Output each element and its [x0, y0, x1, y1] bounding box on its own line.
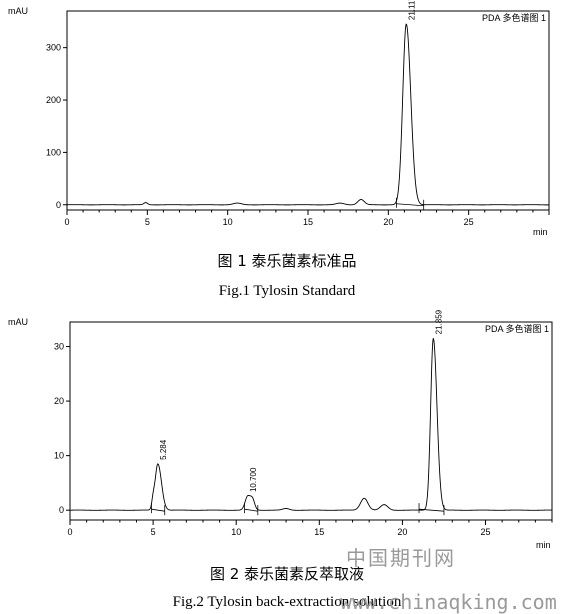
integration-baseline — [244, 508, 258, 512]
integration-baseline — [419, 508, 444, 512]
y-tick-label: 200 — [46, 95, 61, 105]
y-axis-label: mAU — [8, 6, 28, 16]
x-axis-label: min — [533, 227, 548, 237]
y-tick-label: 300 — [46, 43, 61, 53]
integration-baseline — [151, 508, 165, 512]
chart-2: 0 10 20 30 0 5 10 15 20 25 mAU min PDA 多色谱图 1 5.284 10… — [8, 309, 553, 550]
figure-1-caption-en: Fig.1 Tylosin Standard — [218, 283, 356, 299]
x-tick-label: 5 — [151, 527, 156, 537]
y-tick-label: 30 — [54, 342, 64, 352]
x-tick-label: 0 — [67, 527, 72, 537]
plot-frame — [69, 321, 553, 521]
x-tick-label: 20 — [397, 527, 407, 537]
x-tick-label: 20 — [383, 217, 393, 227]
watermark-url: www.chinaqking.com — [340, 590, 557, 614]
x-tick-label: 25 — [481, 527, 491, 537]
y-tick-label: 10 — [54, 451, 64, 461]
figure-2-caption-en: Fig.2 Tylosin back-extraction solution — [172, 594, 402, 610]
x-tick-label: 5 — [145, 217, 150, 227]
plot-frame — [66, 10, 550, 211]
figure-2-caption-cn: 图 2 泰乐菌素反萃取液 — [209, 565, 365, 583]
y-tick-label: 20 — [54, 396, 64, 406]
x-tick-label: 10 — [231, 527, 241, 537]
legend-label: PDA 多色谱图 1 — [482, 12, 546, 23]
peak-label: 10.700 — [249, 467, 258, 492]
x-tick-label: 25 — [464, 217, 474, 227]
chart-1: 0 100 200 300 0 5 10 15 20 25 mAU min PDA 多色谱图 1 21.1… — [8, 0, 550, 237]
integration-baseline — [396, 203, 424, 207]
x-tick-label: 15 — [303, 217, 313, 227]
x-tick-label: 15 — [314, 527, 324, 537]
x-tick-label: 0 — [64, 217, 69, 227]
y-tick-label: 100 — [46, 147, 61, 157]
y-tick-label: 0 — [56, 200, 61, 210]
watermark-cn: 中国期刊网 — [346, 546, 456, 570]
chromatogram-trace — [67, 23, 549, 206]
x-tick-label: 10 — [223, 217, 233, 227]
y-axis-label: mAU — [8, 317, 28, 327]
y-tick-label: 0 — [59, 505, 64, 515]
figure-1-caption-cn: 图 1 泰乐菌素标准品 — [217, 252, 357, 270]
legend-label: PDA 多色谱图 1 — [485, 323, 549, 334]
peak-label: 21.117 — [407, 0, 416, 20]
peak-label: 5.284 — [159, 439, 168, 460]
chromatogram-trace — [69, 337, 552, 511]
x-axis-label: min — [536, 540, 551, 550]
peak-label: 21.859 — [434, 309, 443, 334]
